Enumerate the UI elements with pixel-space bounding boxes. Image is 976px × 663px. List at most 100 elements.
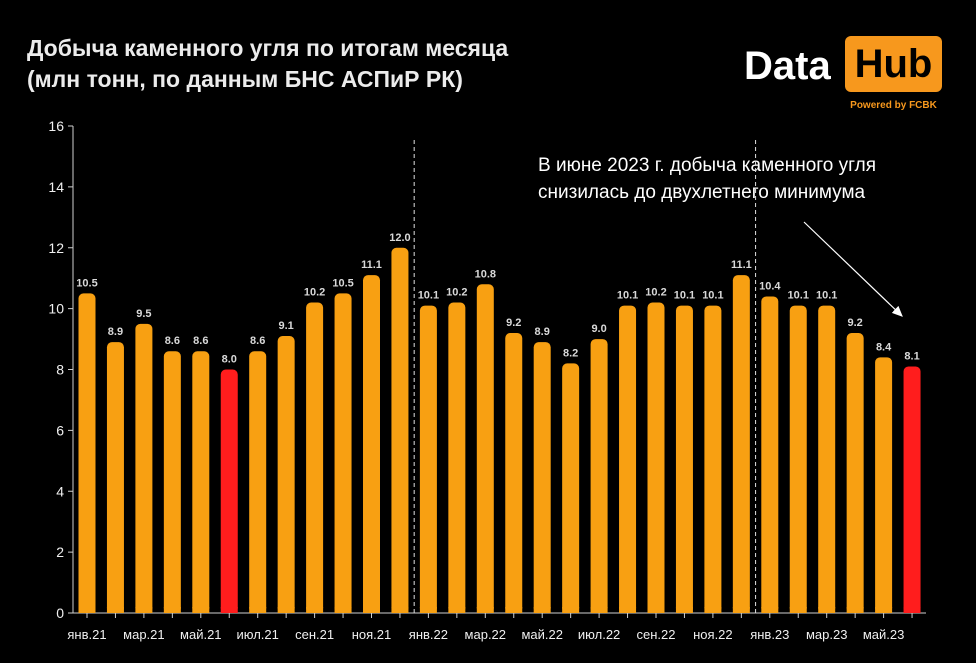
x-tick-label: ноя.22 — [693, 627, 733, 642]
bar-value-label: 9.5 — [136, 308, 151, 320]
chart-title: Добыча каменного угля по итогам месяца (… — [27, 33, 508, 95]
bar-base — [761, 607, 779, 613]
chart-annotation: В июне 2023 г. добыча каменного угля сни… — [538, 152, 876, 206]
x-tick-label: янв.22 — [409, 627, 448, 642]
annotation-line2: снизилась до двухлетнего минимума — [538, 182, 866, 203]
bar — [704, 305, 722, 613]
bar-base — [135, 607, 153, 613]
bar — [306, 302, 324, 613]
bar — [732, 275, 750, 613]
bar-value-label: 8.1 — [904, 350, 919, 362]
bar-base — [220, 607, 238, 613]
bar-value-label: 10.1 — [418, 290, 439, 302]
y-tick-label: 10 — [48, 301, 64, 317]
x-tick-label: июл.22 — [578, 627, 620, 642]
bar-base — [192, 607, 210, 613]
bar-value-label: 8.9 — [535, 326, 550, 338]
bar — [505, 332, 523, 613]
bar-base — [675, 607, 693, 613]
bar — [533, 342, 551, 613]
bar-value-label: 9.2 — [506, 317, 521, 329]
bar — [277, 336, 295, 613]
x-tick-label: май.21 — [180, 627, 222, 642]
bar-base — [476, 607, 494, 613]
bar-value-label: 8.9 — [108, 326, 123, 338]
bar — [761, 296, 779, 613]
bar-value-label: 8.6 — [165, 335, 180, 347]
bar — [590, 339, 608, 613]
x-tick-label: мар.22 — [465, 627, 506, 642]
bar-base — [533, 607, 551, 613]
bar — [334, 293, 352, 613]
logo-powered-by: Powered by FCBK — [850, 100, 937, 111]
bar-base — [419, 607, 437, 613]
y-tick-label: 6 — [56, 422, 64, 438]
annotation-arrow — [803, 221, 903, 317]
bar-base — [875, 607, 893, 613]
bar-base — [249, 607, 267, 613]
chart-subtitle: (млн тонн, по данным БНС АСПиР РК) — [27, 66, 463, 92]
data-labels: 10.5 8.9 9.5 8.6 8.6 8.0 8.6 9.1 10.2 10.5 11.1 12.… — [76, 232, 919, 366]
bar — [135, 323, 153, 613]
bar-value-label: 10.1 — [674, 290, 695, 302]
bar-value-label: 10.1 — [617, 290, 638, 302]
bar-value-label: 9.0 — [591, 323, 606, 335]
y-tick-label: 4 — [56, 483, 64, 499]
bar-base — [619, 607, 637, 613]
bar-value-label: 8.6 — [250, 335, 265, 347]
x-tick-label: янв.23 — [750, 627, 789, 642]
bar-value-label: 10.2 — [446, 287, 467, 299]
bar — [163, 351, 181, 613]
bar — [106, 342, 124, 613]
annotation-line1: В июне 2023 г. добыча каменного угля — [538, 155, 877, 176]
y-axis: 0 2 4 6 8 10 12 14 16 — [48, 118, 74, 621]
bar — [619, 305, 637, 613]
x-tick-label: мар.23 — [806, 627, 847, 642]
bar-base — [903, 607, 921, 613]
x-axis: янв.21 мар.21 май.21 июл.21 сен.21 ноя.21 янв.… — [67, 612, 926, 642]
y-tick-label: 16 — [48, 118, 64, 134]
bar-value-label: 8.2 — [563, 347, 578, 359]
bar-value-label: 10.8 — [475, 268, 496, 280]
bar-value-label: 8.6 — [193, 335, 208, 347]
bar-base — [647, 607, 665, 613]
bar-base — [846, 607, 864, 613]
bar — [789, 305, 807, 613]
bar — [192, 351, 210, 613]
y-tick-label: 14 — [48, 179, 64, 195]
x-tick-label: июл.21 — [237, 627, 279, 642]
bar — [562, 363, 580, 613]
logo-hub-badge: Hub — [845, 36, 942, 92]
bar — [448, 302, 466, 613]
bar — [249, 351, 267, 613]
bar-base — [277, 607, 295, 613]
y-tick-label: 2 — [56, 544, 64, 560]
x-tick-label: май.23 — [863, 627, 905, 642]
y-tick-label: 0 — [56, 605, 64, 621]
x-tick-label: сен.21 — [295, 627, 334, 642]
bar-value-label: 10.1 — [702, 290, 723, 302]
bar-base — [391, 607, 409, 613]
bar — [419, 305, 437, 613]
datahub-logo: Data Hub Powered by FCBK — [744, 36, 954, 116]
bar-value-label: 10.1 — [816, 290, 837, 302]
bar — [846, 332, 864, 613]
x-tick-label: янв.21 — [67, 627, 106, 642]
bar — [675, 305, 693, 613]
x-tick-label: сен.22 — [637, 627, 676, 642]
bar-base — [448, 607, 466, 613]
x-tick-label: ноя.21 — [352, 627, 392, 642]
bar-base — [704, 607, 722, 613]
bar — [476, 284, 494, 613]
bar — [818, 305, 836, 613]
bar-base — [363, 607, 380, 613]
bar-base — [334, 607, 352, 613]
bar-base — [106, 607, 124, 613]
bar — [363, 275, 380, 613]
bar-value-label: 10.5 — [76, 277, 97, 289]
bar-value-label: 9.2 — [848, 317, 863, 329]
bar-value-label: 10.1 — [788, 290, 809, 302]
y-tick-label: 12 — [48, 240, 64, 256]
chart-title-line1: Добыча каменного угля по итогам месяца — [27, 35, 509, 61]
